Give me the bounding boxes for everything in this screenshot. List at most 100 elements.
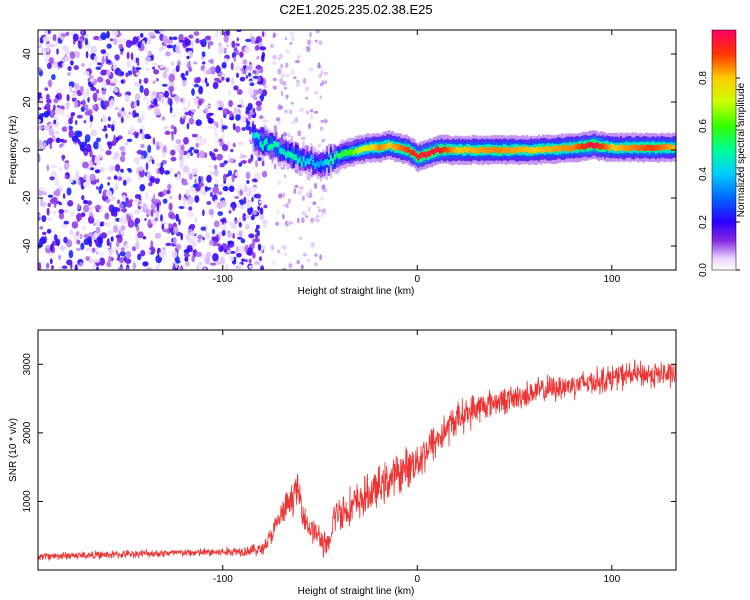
noise-speckle [80, 177, 83, 186]
noise-speckle [289, 42, 293, 45]
x-tick-label: 100 [603, 574, 620, 585]
noise-speckle [156, 203, 160, 212]
signal-band-cell [516, 147, 519, 153]
noise-speckle [185, 70, 189, 76]
noise-speckle [239, 51, 244, 58]
spectrogram-x-label: Height of straight line (km) [298, 286, 415, 297]
noise-speckle [228, 158, 235, 164]
noise-speckle [136, 99, 140, 107]
noise-speckle [297, 130, 302, 137]
noise-speckle [242, 65, 247, 69]
noise-speckle [45, 30, 49, 37]
signal-band-cell [627, 145, 630, 152]
noise-speckle [228, 100, 233, 108]
noise-speckle [183, 137, 189, 145]
noise-speckle [161, 83, 168, 87]
signal-band-cell [298, 156, 301, 163]
noise-speckle [221, 144, 229, 152]
noise-speckle [108, 141, 112, 150]
noise-speckle [255, 193, 262, 199]
noise-speckle [62, 209, 69, 213]
noise-speckle [315, 215, 320, 218]
noise-speckle [198, 99, 203, 106]
noise-speckle [61, 154, 65, 161]
noise-speckle [162, 228, 169, 233]
noise-speckle [249, 36, 256, 44]
signal-band-cell [658, 144, 661, 151]
noise-speckle [99, 148, 105, 152]
colorbar-tick-label: 0.6 [698, 119, 709, 133]
noise-speckle [66, 125, 70, 133]
signal-band-cell [341, 151, 344, 157]
noise-speckle [259, 46, 267, 51]
noise-speckle [163, 145, 167, 153]
signal-band-cell [388, 142, 391, 149]
signal-band-cell [314, 154, 317, 165]
noise-speckle [215, 121, 219, 129]
noise-speckle [188, 173, 193, 180]
noise-speckle [257, 76, 261, 82]
noise-speckle [253, 209, 257, 216]
noise-speckle [89, 248, 93, 252]
noise-speckle [120, 247, 125, 252]
noise-speckle [61, 265, 68, 270]
noise-speckle [146, 98, 150, 106]
signal-band-cell [310, 154, 313, 161]
noise-speckle [109, 38, 114, 42]
noise-speckle [246, 201, 253, 209]
noise-speckle [305, 215, 309, 219]
signal-band-cell [279, 147, 282, 154]
noise-speckle [158, 30, 166, 33]
signal-band-cell [465, 147, 468, 154]
noise-speckle [152, 193, 156, 202]
noise-speckle [236, 252, 242, 258]
signal-band-cell [652, 145, 655, 152]
signal-band-cell [660, 145, 663, 151]
signal-band-cell [323, 159, 326, 166]
signal-band-cell [462, 147, 465, 154]
signal-band-cell [584, 143, 587, 150]
noise-speckle [138, 205, 141, 210]
noise-speckle [187, 99, 191, 108]
noise-speckle [98, 235, 102, 244]
noise-speckle [270, 244, 275, 251]
noise-speckle [69, 85, 73, 93]
signal-band-cell [458, 148, 461, 154]
noise-speckle [252, 252, 256, 259]
noise-speckle [295, 60, 300, 64]
signal-band-cell [493, 146, 496, 153]
noise-speckle [245, 124, 251, 131]
noise-speckle [236, 89, 243, 95]
noise-speckle [237, 236, 243, 240]
signal-band-cell [672, 145, 675, 152]
noise-speckle [153, 98, 158, 106]
noise-speckle [197, 105, 200, 109]
noise-speckle [136, 149, 144, 155]
noise-speckle [295, 79, 300, 84]
noise-speckle [100, 232, 108, 239]
noise-speckle [321, 80, 325, 86]
noise-speckle [299, 236, 302, 240]
noise-speckle [106, 59, 112, 64]
noise-speckle [69, 229, 74, 236]
noise-speckle [63, 220, 69, 225]
noise-speckle [184, 256, 189, 262]
noise-speckle [188, 206, 193, 211]
noise-speckle [194, 77, 200, 84]
signal-band-cell [407, 146, 410, 153]
noise-speckle [214, 168, 219, 177]
noise-speckle [305, 110, 310, 115]
noise-speckle [63, 162, 70, 171]
signal-band-cell [444, 146, 447, 152]
noise-speckle [239, 76, 246, 82]
noise-speckle [256, 56, 260, 60]
signal-band-cell [283, 149, 286, 156]
noise-speckle [217, 46, 225, 55]
signal-band-cell [489, 147, 492, 154]
noise-speckle [227, 240, 234, 245]
noise-speckle [93, 259, 101, 263]
y-tick-label: 0 [22, 147, 33, 153]
noise-speckle [247, 72, 252, 77]
noise-speckle [272, 61, 277, 65]
noise-speckle [154, 264, 160, 270]
